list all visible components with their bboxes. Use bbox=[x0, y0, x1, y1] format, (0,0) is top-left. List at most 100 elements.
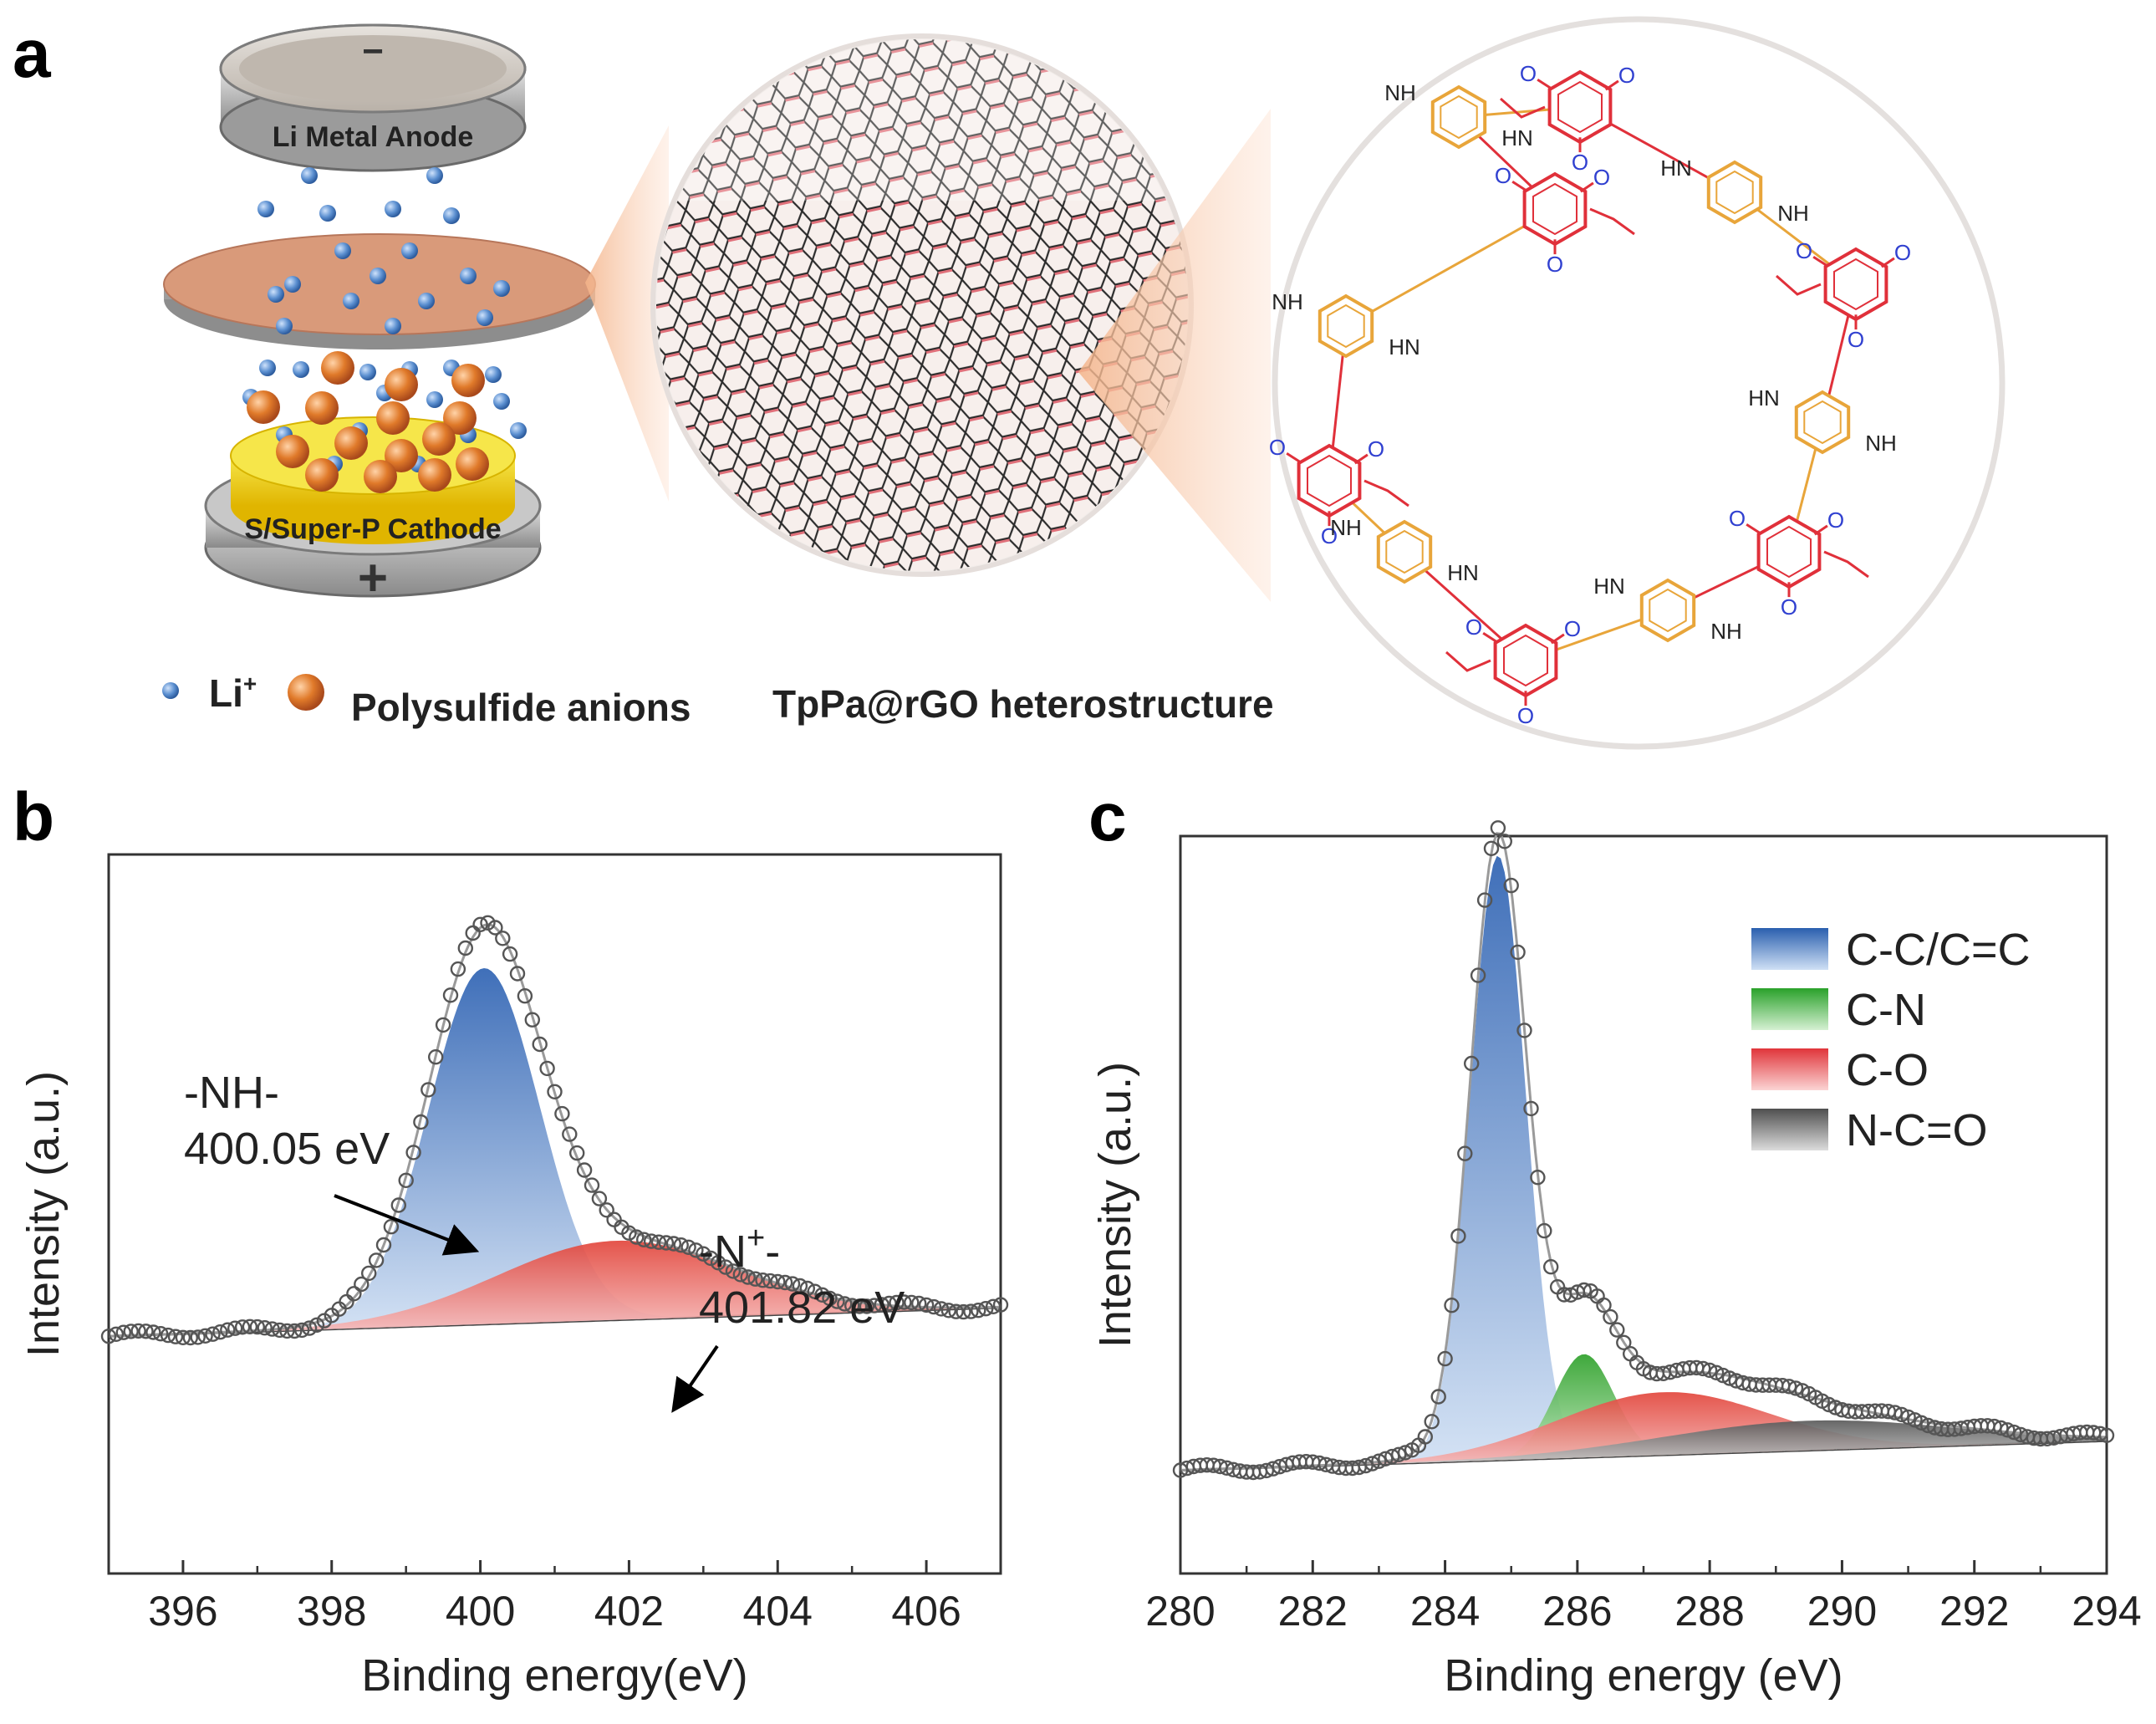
phenylene-ring-inner bbox=[1440, 94, 1478, 140]
li-ion bbox=[370, 268, 386, 284]
data-point bbox=[257, 1319, 273, 1336]
polysulfide-anion bbox=[364, 460, 397, 493]
chain-end bbox=[1589, 207, 1635, 236]
carbonyl-bond bbox=[1537, 78, 1552, 90]
polysulfide-anion bbox=[247, 390, 280, 424]
data-point bbox=[1476, 892, 1493, 908]
phenylene-ring bbox=[1639, 578, 1696, 643]
oxygen-atom: O bbox=[1465, 615, 1482, 640]
separator-disk bbox=[163, 233, 596, 349]
data-point bbox=[539, 1060, 555, 1077]
minus-sign: − bbox=[362, 31, 384, 72]
data-point bbox=[108, 1326, 125, 1343]
legend-swatch bbox=[1751, 1048, 1828, 1090]
data-point bbox=[472, 916, 488, 933]
data-point bbox=[138, 1324, 154, 1339]
data-point bbox=[1609, 1322, 1625, 1338]
data-point bbox=[1397, 1445, 1414, 1461]
data-point bbox=[1530, 1169, 1546, 1186]
chain-end bbox=[1445, 650, 1491, 672]
keto-ring-inner bbox=[1503, 634, 1548, 687]
fit-envelope bbox=[108, 923, 1002, 1338]
legend-entry-cn: C-N bbox=[1846, 985, 1926, 1035]
annotation-nplus-name: -N+- bbox=[699, 1221, 780, 1277]
data-point bbox=[100, 1328, 117, 1344]
oxygen-atom: O bbox=[1796, 238, 1812, 263]
data-point bbox=[487, 920, 503, 936]
data-point bbox=[792, 1278, 808, 1294]
data-point bbox=[940, 1303, 957, 1319]
data-point bbox=[770, 1273, 786, 1290]
oxygen-atom: O bbox=[1729, 506, 1746, 531]
oxygen-atom: O bbox=[1781, 594, 1797, 620]
annotation-nh-energy: 400.05 eV bbox=[184, 1124, 390, 1174]
oxygen-atom: O bbox=[1517, 703, 1534, 728]
data-point bbox=[1993, 1420, 2009, 1436]
annotation-nh-arrow bbox=[334, 1194, 480, 1256]
data-point bbox=[1496, 834, 1513, 849]
data-point bbox=[576, 1162, 593, 1178]
data-point bbox=[301, 1320, 318, 1336]
carbonyl-bond bbox=[1604, 79, 1619, 91]
phenylene-ring-inner bbox=[1803, 400, 1842, 445]
carbonyl-bond bbox=[1579, 181, 1594, 193]
data-point bbox=[287, 1323, 303, 1339]
data-point bbox=[1265, 1461, 1282, 1477]
amine-label: NH bbox=[1272, 289, 1303, 314]
data-point bbox=[1523, 1100, 1539, 1117]
amine-label: NH bbox=[1865, 431, 1897, 456]
data-point bbox=[636, 1232, 652, 1247]
data-point bbox=[390, 1197, 406, 1213]
oxygen-atom: O bbox=[1618, 63, 1635, 88]
legend-entry-cccc: C-C/C=C bbox=[1846, 925, 2031, 975]
data-point bbox=[696, 1246, 711, 1262]
cathode-label: S/Super-P Cathode bbox=[244, 513, 501, 545]
oxygen-atom: O bbox=[1894, 240, 1911, 265]
legend-entry-nco: N-C=O bbox=[1846, 1105, 1988, 1155]
data-point bbox=[740, 1269, 756, 1285]
data-point bbox=[569, 1145, 585, 1161]
data-point bbox=[1914, 1415, 1929, 1431]
li-ion bbox=[276, 318, 293, 334]
phenylene-ring-inner bbox=[1715, 170, 1754, 215]
chain-end bbox=[1776, 274, 1822, 296]
legend-entry-co: C-O bbox=[1846, 1045, 1929, 1095]
polysulfide-anion bbox=[418, 458, 451, 492]
data-point bbox=[814, 1287, 830, 1303]
li-ion bbox=[268, 286, 284, 303]
data-point bbox=[680, 1239, 696, 1256]
data-point bbox=[658, 1235, 675, 1251]
oxygen-atom: O bbox=[1827, 508, 1844, 533]
data-point bbox=[1378, 1451, 1394, 1467]
data-point bbox=[1457, 1145, 1473, 1161]
data-point bbox=[1463, 1055, 1480, 1072]
oxygen-atom: O bbox=[1572, 150, 1588, 175]
keto-ring-inner bbox=[1307, 454, 1352, 508]
li-ion bbox=[259, 360, 276, 376]
data-point bbox=[1437, 1350, 1453, 1367]
data-point bbox=[1894, 1406, 1909, 1423]
polysulfide-anion bbox=[422, 422, 456, 456]
data-point bbox=[442, 987, 459, 1003]
data-point bbox=[851, 1298, 868, 1314]
li-ion bbox=[257, 201, 274, 217]
data-point bbox=[829, 1293, 845, 1309]
oxygen-atom: O bbox=[1321, 523, 1338, 548]
xps-n1s-chart: 396 398 400 402 404 406 Binding energy(eV) Inte… bbox=[18, 853, 1009, 1701]
data-point bbox=[904, 1294, 920, 1311]
data-point bbox=[1371, 1453, 1387, 1469]
panel-label-b: b bbox=[13, 779, 54, 855]
data-point bbox=[547, 1084, 563, 1100]
li-ion bbox=[293, 361, 309, 378]
carbonyl-bond bbox=[1286, 451, 1302, 464]
data-point bbox=[495, 931, 511, 946]
polysulfide-anion bbox=[385, 439, 418, 472]
carbonyl-bond bbox=[1812, 255, 1828, 268]
amine-label: HN bbox=[1660, 156, 1692, 181]
ion-particles bbox=[242, 167, 527, 493]
data-point bbox=[881, 1295, 897, 1312]
amine-label: HN bbox=[1447, 560, 1479, 585]
annotation-nplus-energy: 401.82 eV bbox=[699, 1283, 905, 1333]
data-point bbox=[227, 1320, 243, 1336]
data-point bbox=[777, 1274, 793, 1291]
